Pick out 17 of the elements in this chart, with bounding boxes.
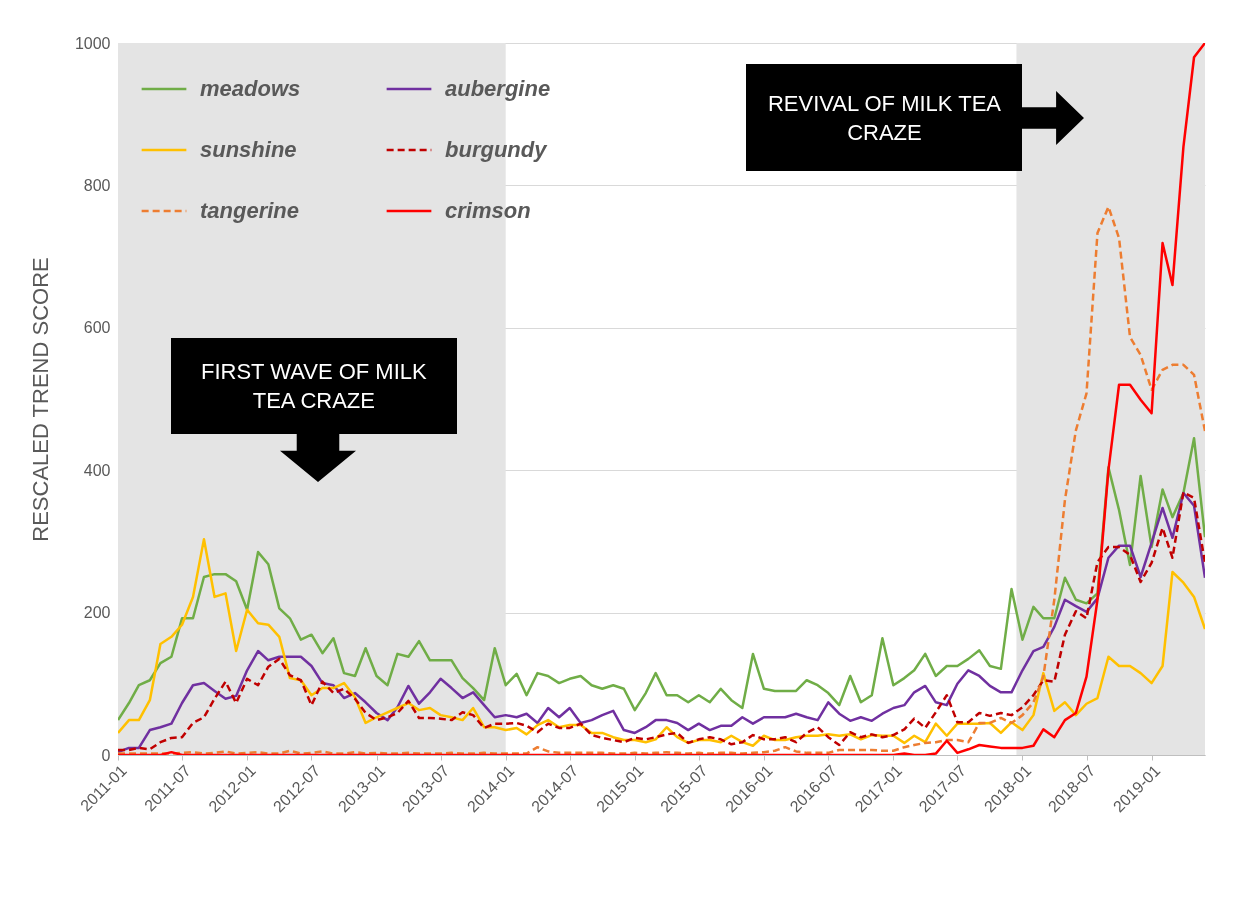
y-tick-label: 200 <box>83 604 111 622</box>
y-tick-label: 600 <box>83 319 111 337</box>
y-tick-label: 400 <box>83 461 111 479</box>
y-tick-label: 800 <box>83 176 111 194</box>
legend-label: burgundy <box>445 137 549 162</box>
line-series <box>118 538 1205 747</box>
legend-label: meadows <box>200 76 301 101</box>
y-tick-label: 0 <box>101 746 111 764</box>
callout-box: REVIVAL OF MILK TEA CRAZE <box>746 64 1023 172</box>
legend-label: sunshine <box>200 137 297 162</box>
legend-label: crimson <box>445 198 531 223</box>
callout-box: FIRST WAVE OF MILK TEA CRAZE <box>170 338 457 435</box>
y-axis-title: RESCALED TREND SCORE <box>27 257 53 542</box>
legend-label: aubergine <box>445 76 551 101</box>
y-tick-label: 1000 <box>74 34 111 52</box>
legend-label: tangerine <box>200 198 300 223</box>
line-series <box>118 436 1205 722</box>
